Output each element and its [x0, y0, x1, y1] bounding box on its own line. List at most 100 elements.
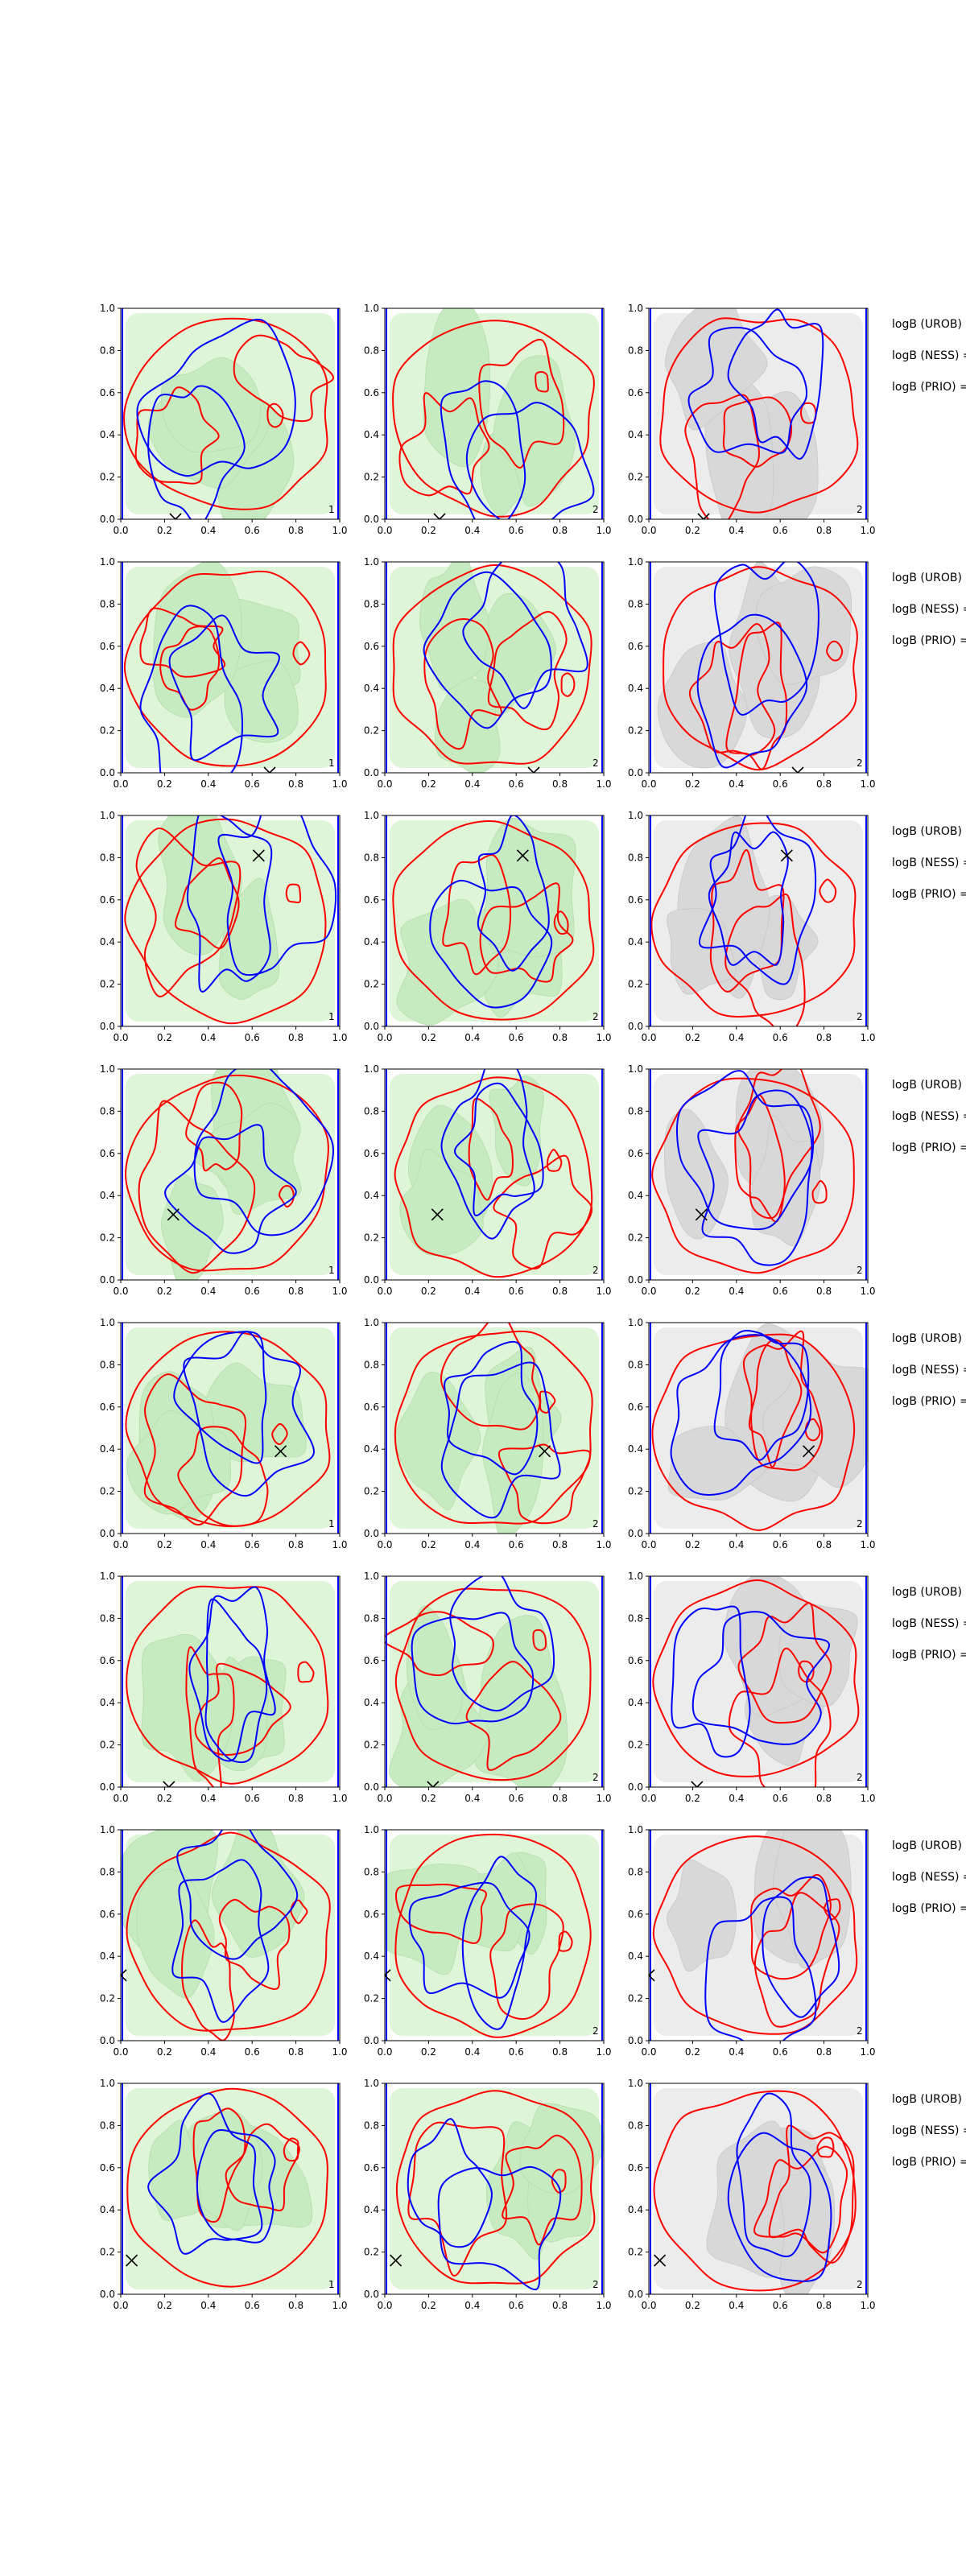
marker-x	[538, 1445, 551, 1458]
y-tick-label: 0.0	[100, 1781, 115, 1793]
x-tick-label: 0.6	[245, 2046, 260, 2058]
y-tick-label: 1.0	[364, 303, 379, 314]
axes-frame	[384, 1829, 605, 2041]
contour-blue	[713, 562, 819, 716]
y-tick-label: 0.0	[100, 1528, 115, 1539]
x-tick-label: 0.2	[157, 1032, 172, 1043]
contour-red	[497, 1443, 591, 1525]
y-tick-label: 1.0	[364, 1571, 379, 1582]
x-tick-label: 0.2	[157, 1286, 172, 1297]
panel-number-label: 2	[592, 1772, 599, 1783]
logb-label: logB (UROB) =	[892, 1332, 966, 1345]
axes-frame	[384, 1068, 605, 1281]
x-tick-label: 0.6	[245, 1539, 260, 1550]
y-tick-label: 0.2	[364, 1993, 379, 2004]
contour-blue	[462, 562, 588, 709]
y-tick-label: 1.0	[628, 303, 643, 314]
y-tick-label: 0.6	[364, 641, 379, 652]
contour-blue	[437, 2165, 562, 2291]
panel-r8-c2: 2 0.00.0 0.2 0.2 0.4 0.4 0.6 0.6 0.8 0.8 1.0 1.0	[364, 2078, 612, 2311]
panel-number-label: 2	[857, 2279, 863, 2290]
x-tick-label: 0.4	[200, 525, 216, 536]
axes-frame	[648, 815, 869, 1027]
marker-x	[252, 849, 265, 862]
contour-red-small	[547, 1149, 563, 1172]
panel-r1-c1: 1 0.00.0 0.2 0.2 0.4 0.4 0.6 0.6 0.8 0.8 1.0 1.0	[100, 303, 348, 536]
panel-r1-c3: 2 0.00.0 0.2 0.2 0.4 0.4 0.6 0.6 0.8 0.8 1.0 1.0	[628, 303, 876, 536]
y-tick-label: 0.4	[100, 1951, 115, 1962]
y-tick-label: 0.6	[628, 387, 643, 398]
y-tick-label: 0.6	[364, 1909, 379, 1920]
panel-plot-area	[649, 1323, 868, 1534]
y-tick-label: 0.4	[364, 936, 379, 947]
x-tick-label: 0.2	[157, 1539, 172, 1550]
y-tick-label: 0.0	[364, 2035, 379, 2046]
axes-frame	[120, 308, 341, 520]
x-tick-label: 0.0	[377, 2300, 392, 2311]
contour-red-outer	[126, 1585, 329, 1785]
contour-blue	[461, 1856, 537, 2030]
y-tick-label: 0.4	[100, 1443, 115, 1455]
x-tick-label: 1.0	[332, 1032, 347, 1043]
contour-blue	[444, 1340, 539, 1476]
y-tick-label: 0.6	[364, 1402, 379, 1413]
x-tick-label: 0.4	[464, 1539, 480, 1550]
density-fill-blob	[489, 1075, 544, 1187]
y-tick-label: 0.4	[628, 1190, 643, 1201]
logb-label: logB (PRIO) =	[892, 634, 966, 647]
x-tick-label: 1.0	[596, 2300, 611, 2311]
y-tick-label: 0.4	[628, 2204, 643, 2215]
x-tick-label: 0.6	[773, 2046, 788, 2058]
y-tick-label: 1.0	[100, 1063, 115, 1075]
contour-blue	[193, 1069, 334, 1236]
contour-blue	[708, 831, 789, 966]
x-tick-label: 0.8	[288, 525, 303, 536]
x-tick-label: 0.2	[421, 1286, 436, 1297]
x-tick-label: 0.8	[552, 1793, 568, 1804]
y-tick-label: 0.6	[364, 1655, 379, 1666]
contour-red-outer	[392, 819, 595, 1021]
x-tick-label: 0.6	[509, 525, 524, 536]
y-tick-label: 0.4	[628, 936, 643, 947]
y-tick-label: 0.4	[364, 2204, 379, 2215]
x-tick-label: 0.8	[816, 1539, 832, 1550]
panel-plot-area	[385, 1576, 604, 1787]
x-tick-label: 0.0	[113, 525, 128, 536]
x-tick-label: 0.8	[816, 2046, 832, 2058]
y-tick-label: 0.8	[364, 1359, 379, 1370]
y-tick-label: 0.2	[628, 472, 643, 483]
y-tick-label: 1.0	[364, 1824, 379, 1835]
axes-frame	[648, 2083, 869, 2295]
x-tick-label: 0.2	[421, 778, 436, 790]
contour-blue	[196, 2129, 276, 2244]
y-tick-label: 0.4	[364, 1697, 379, 1708]
logb-label: logB (NESS) =	[892, 857, 966, 869]
y-tick-label: 0.6	[628, 1402, 643, 1413]
density-fill-blob	[667, 1859, 737, 1972]
contour-red-small	[798, 1660, 815, 1683]
axes-frame	[120, 1575, 341, 1788]
contour-red-small	[532, 1629, 547, 1651]
x-tick-label: 0.4	[464, 1793, 480, 1804]
x-tick-label: 0.4	[464, 2046, 480, 2058]
panel-r7-c2: 2 0.00.0 0.2 0.2 0.4 0.4 0.6 0.6 0.8 0.8 1.0 1.0	[364, 1824, 612, 2058]
contour-blue	[736, 2092, 811, 2258]
y-tick-label: 0.2	[364, 2247, 379, 2258]
density-fill-blob	[423, 308, 490, 468]
y-tick-label: 0.2	[628, 1232, 643, 1244]
panel-number-label: 2	[592, 504, 599, 515]
x-tick-label: 0.6	[773, 778, 788, 790]
contour-red	[181, 1919, 235, 2041]
x-tick-label: 0.4	[464, 1286, 480, 1297]
x-tick-label: 0.2	[421, 525, 436, 536]
y-tick-label: 0.6	[628, 2162, 643, 2174]
panel-r6-c2: 2 0.00.0 0.2 0.2 0.4 0.4 0.6 0.6 0.8 0.8 1.0 1.0	[364, 1571, 612, 1804]
contour-red-small	[799, 402, 817, 424]
logb-label: logB (NESS) =	[892, 1110, 966, 1123]
contour-red-small	[271, 1422, 288, 1446]
panel-number-label: 1	[328, 2279, 335, 2290]
y-tick-label: 0.4	[628, 683, 643, 694]
density-fill-blob	[473, 1615, 568, 1787]
panel-plot-area	[385, 1323, 604, 1534]
panel-r8-c3: 2 0.00.0 0.2 0.2 0.4 0.4 0.6 0.6 0.8 0.8 1.0 1.0	[628, 2078, 876, 2311]
